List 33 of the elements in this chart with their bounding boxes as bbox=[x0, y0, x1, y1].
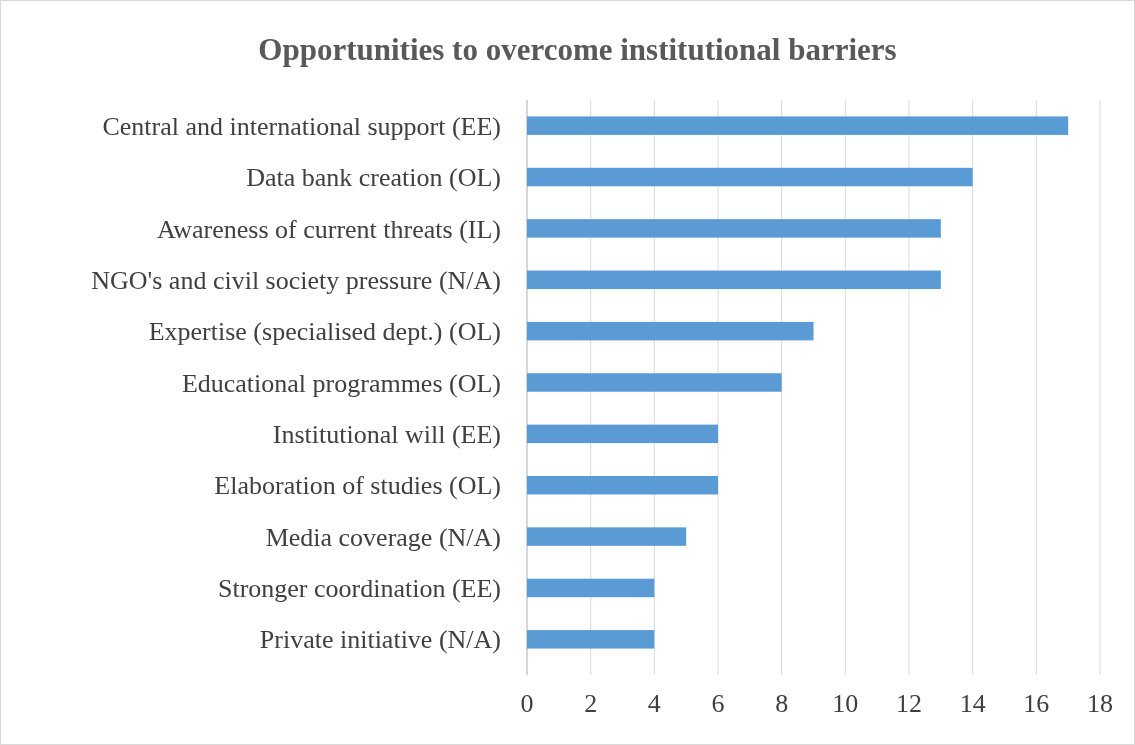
x-tick-label: 8 bbox=[775, 689, 789, 718]
y-tick-label: Data bank creation (OL) bbox=[246, 163, 501, 193]
x-tick-label: 6 bbox=[711, 689, 725, 718]
bar bbox=[527, 321, 814, 341]
y-tick-label: Expertise (specialised dept.) (OL) bbox=[148, 317, 501, 347]
y-tick-label: Elaboration of studies (OL) bbox=[214, 471, 501, 501]
y-tick-label: NGO's and civil society pressure (N/A) bbox=[91, 265, 501, 295]
bar bbox=[527, 424, 718, 444]
y-tick-label: Private initiative (N/A) bbox=[259, 625, 501, 655]
x-tick-label: 14 bbox=[959, 689, 986, 718]
x-tick-label: 2 bbox=[584, 689, 598, 718]
bar bbox=[527, 270, 941, 290]
bar bbox=[527, 116, 1069, 135]
x-tick-label: 18 bbox=[1087, 689, 1113, 718]
x-tick-label: 16 bbox=[1023, 689, 1050, 718]
y-tick-label: Central and international support (EE) bbox=[102, 111, 501, 141]
bar bbox=[527, 527, 687, 546]
bar bbox=[527, 578, 655, 598]
bar bbox=[527, 630, 655, 649]
chart-title: Opportunities to overcome institutional barriers bbox=[258, 32, 897, 67]
y-tick-label: Educational programmes (OL) bbox=[181, 368, 501, 398]
y-tick-label: Media coverage (N/A) bbox=[265, 522, 501, 552]
bar bbox=[527, 475, 718, 495]
x-tick-label: 12 bbox=[896, 689, 922, 718]
x-tick-label: 4 bbox=[647, 689, 661, 718]
x-tick-label: 0 bbox=[520, 689, 534, 718]
bar bbox=[527, 373, 782, 392]
y-tick-label: Institutional will (EE) bbox=[272, 419, 501, 449]
x-tick-label: 10 bbox=[832, 689, 859, 718]
y-tick-label: Awareness of current threats (IL) bbox=[156, 214, 501, 244]
y-tick-label: Stronger coordination (EE) bbox=[217, 574, 501, 604]
bar bbox=[527, 219, 941, 238]
bar bbox=[527, 167, 973, 187]
